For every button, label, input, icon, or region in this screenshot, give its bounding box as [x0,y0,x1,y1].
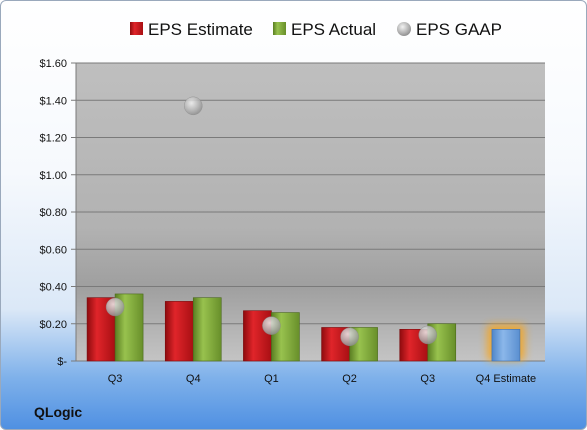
legend: EPS Estimate EPS Actual EPS GAAP [130,20,502,39]
x-category-label: Q1 [264,373,279,385]
y-tick-label: $1.20 [39,133,67,145]
x-category-label: Q4 [186,373,201,385]
legend-marker-gaap [397,22,411,36]
legend-swatch-actual [273,22,286,35]
x-category-label: Q4 Estimate [476,373,537,385]
bar-eps-actual [192,297,222,362]
bar-eps-estimate-forecast [491,329,521,362]
x-category-label: Q3 [108,373,123,385]
bar-eps-estimate [164,301,194,362]
y-tick-label: $1.60 [39,58,67,70]
point-eps-gaap [184,96,203,116]
y-tick-label: $- [57,356,67,368]
point-eps-gaap [340,327,359,347]
legend-swatch-estimate [130,22,143,35]
legend-label-gaap: EPS GAAP [416,20,502,39]
point-eps-gaap [105,297,125,317]
y-tick-label: $0.40 [39,282,67,294]
x-axis-labels: Q3 Q4 Q1 Q2 Q3 Q4 Estimate [108,373,536,385]
y-tick-label: $1.00 [39,170,67,182]
x-category-label: Q2 [342,373,357,385]
y-tick-label: $0.60 [39,244,67,256]
point-eps-gaap [418,325,437,345]
legend-label-actual: EPS Actual [291,20,376,39]
y-tick-label: $0.20 [39,319,67,331]
y-axis-ticks: $- $0.20 $0.40 $0.60 $0.80 $1.00 $1.20 $1.40 $1.… [39,58,77,368]
x-category-label: Q3 [420,373,435,385]
company-name: QLogic [34,404,82,420]
gridlines [76,62,545,362]
gaap-points [105,96,437,347]
y-tick-label: $0.80 [39,207,67,219]
point-eps-gaap [262,316,281,335]
y-tick-label: $1.40 [39,95,67,107]
legend-label-estimate: EPS Estimate [148,20,253,39]
